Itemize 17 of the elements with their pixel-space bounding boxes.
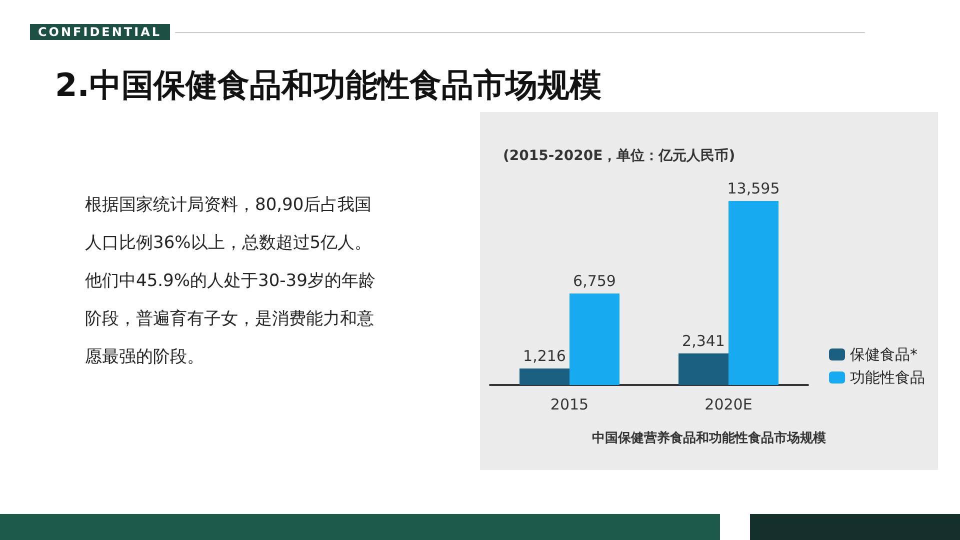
data-label: 6,759 — [573, 272, 616, 290]
text: 中国保健营养食品和功能性食品市场规模 — [592, 430, 826, 446]
data-label: 1,216 — [523, 347, 566, 366]
legend-label: 功能性食品 — [850, 368, 925, 386]
bar — [678, 353, 728, 385]
chart-title: 2.中国保健食品和功能性食品市场规模 — [55, 65, 602, 106]
chart-subtitle: (2015-2020E，单位：亿元人民币) — [503, 147, 736, 164]
x-tick-label: 2020E — [704, 396, 752, 414]
data-label: 13,595 — [727, 180, 780, 198]
bar — [570, 294, 620, 385]
text: 根据国家统计局资料，80,90后占我国人口比例36%以上，总数超过5亿人。他们中45.9%的人处于30-39岁的年龄阶段，普遍育有子女，是消费能力和意愿最强的阶段。 — [85, 194, 376, 369]
text: CONFIDENTIAL — [30, 24, 170, 40]
data-label: 2,341 — [682, 332, 725, 350]
legend-label: 保健食品* — [850, 346, 918, 364]
bar — [520, 368, 570, 385]
x-tick-label: 2015 — [550, 396, 589, 414]
bar — [728, 201, 778, 385]
